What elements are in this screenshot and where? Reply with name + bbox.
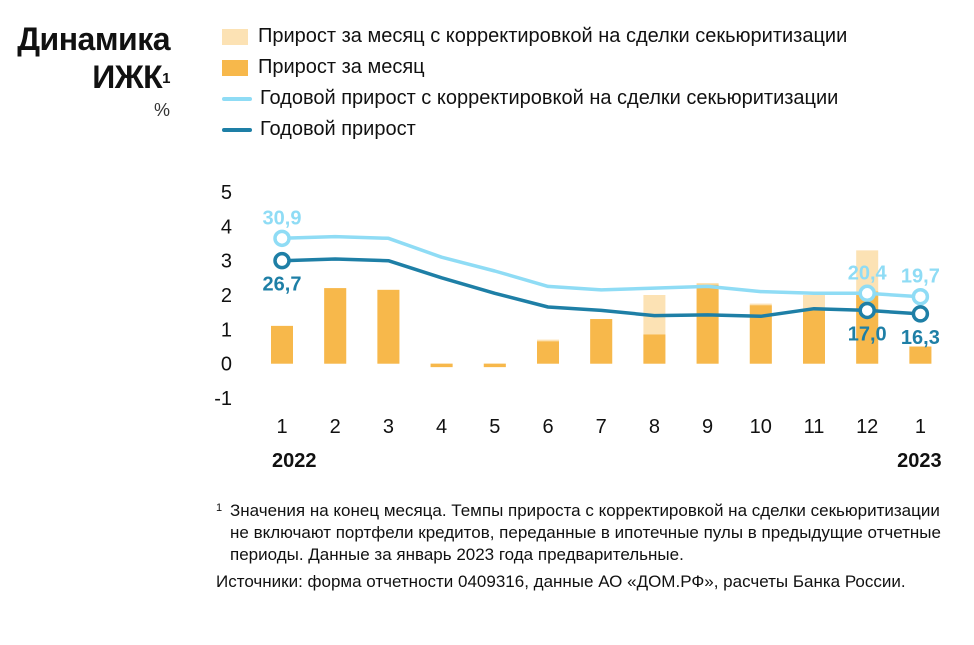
year-label: 2023 — [897, 450, 942, 472]
legend-label-adjusted-monthly: Прирост за месяц с корректировкой на сде… — [258, 25, 848, 47]
x-tick-label: 9 — [702, 416, 713, 438]
x-tick-label: 11 — [804, 416, 825, 438]
x-tick-label: 6 — [542, 416, 553, 438]
y-tick-label: 4 — [221, 216, 232, 238]
bar-monthly — [749, 305, 772, 364]
bar-monthly — [590, 319, 613, 364]
x-tick-label: 4 — [436, 416, 447, 438]
data-label: 30,9 — [263, 207, 302, 229]
x-tick-label: 8 — [649, 416, 660, 438]
legend-label-annual: Годовой прирост — [260, 118, 416, 140]
x-tick-label: 5 — [489, 416, 500, 438]
data-label: 19,7 — [901, 266, 940, 288]
legend-swatch-monthly — [222, 59, 248, 76]
bar-monthly — [696, 284, 719, 364]
footnote: 1 Значения на конец месяца. Темпы прирос… — [216, 500, 956, 593]
bar-monthly — [430, 363, 453, 368]
x-tick-label: 1 — [276, 416, 287, 438]
bar-monthly — [483, 363, 506, 368]
unit-label: % — [153, 100, 170, 120]
footnote-mark: 1 — [216, 502, 223, 514]
bar-monthly — [643, 334, 666, 364]
data-point-marker — [911, 305, 930, 323]
data-label: 20,4 — [848, 262, 888, 284]
data-point-marker — [273, 251, 291, 270]
bar-monthly — [271, 325, 293, 364]
data-label: 17,0 — [848, 323, 887, 345]
legend-swatch-adjusted-monthly — [222, 28, 248, 45]
legend-swatch-annual — [222, 127, 252, 132]
line-annual — [280, 257, 923, 319]
y-tick-label: 3 — [221, 251, 232, 273]
sources-text: Источники: форма отчетности 0409316, дан… — [216, 572, 906, 591]
data-point-marker — [911, 287, 930, 306]
bar-monthly — [324, 288, 347, 364]
legend-label-adjusted-annual: Годовой прирост с корректировкой на сдел… — [260, 87, 839, 109]
y-tick-label: 0 — [221, 354, 232, 376]
bar-monthly — [537, 341, 559, 364]
legend-item-annual: Годовой прирост — [222, 114, 847, 145]
title-line2: ИЖК1 — [17, 58, 170, 96]
chart-title: Динамика ИЖК1 % — [17, 20, 170, 124]
x-tick-label: 10 — [750, 416, 772, 438]
year-label: 2022 — [272, 450, 317, 472]
title-ijk: ИЖК — [92, 59, 163, 95]
legend-swatch-adjusted-annual — [222, 96, 252, 101]
x-tick-label: 1 — [915, 416, 926, 438]
legend-label-monthly: Прирост за месяц — [258, 56, 425, 78]
x-tick-label: 12 — [856, 416, 878, 438]
y-tick-label: 1 — [221, 319, 232, 341]
bar-monthly — [909, 346, 932, 364]
data-point-marker — [273, 229, 291, 248]
legend: Прирост за месяц с корректировкой на сде… — [222, 21, 847, 145]
bar-monthly — [803, 308, 825, 364]
title-footnote-mark: 1 — [162, 70, 170, 87]
data-point-marker — [858, 301, 876, 320]
y-tick-label: 5 — [221, 182, 232, 204]
line-adjusted-annual — [280, 234, 923, 299]
legend-item-adjusted-monthly: Прирост за месяц с корректировкой на сде… — [222, 21, 847, 52]
legend-item-monthly: Прирост за месяц — [222, 52, 847, 83]
x-tick-label: 3 — [383, 416, 394, 438]
legend-item-adjusted-annual: Годовой прирост с корректировкой на сдел… — [222, 83, 847, 114]
data-point-marker — [858, 284, 876, 303]
y-tick-label: 2 — [221, 285, 232, 307]
bar-monthly — [377, 289, 400, 364]
x-tick-label: 2 — [330, 416, 341, 438]
data-label: 16,3 — [901, 327, 940, 349]
y-tick-label: -1 — [214, 388, 232, 410]
data-label: 26,7 — [263, 274, 302, 296]
footnote-text: Значения на конец месяца. Темпы прироста… — [230, 501, 941, 564]
title-line1: Динамика — [17, 21, 170, 57]
x-tick-label: 7 — [596, 416, 607, 438]
